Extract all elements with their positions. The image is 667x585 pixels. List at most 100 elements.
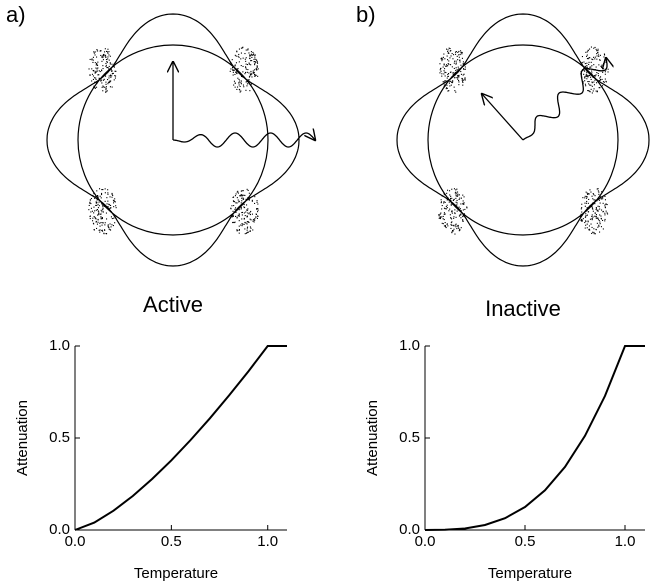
stipple (240, 80, 242, 82)
stipple (236, 217, 238, 219)
stipple (600, 79, 602, 81)
stipple (246, 80, 248, 82)
stipple (104, 48, 106, 50)
stipple (251, 76, 253, 78)
stipple (602, 85, 604, 87)
stipple (586, 54, 588, 56)
stipple (250, 51, 252, 53)
y-tick-label: 0.0 (49, 521, 70, 538)
stipple (584, 195, 586, 197)
stipple (245, 66, 247, 68)
stipple (254, 55, 256, 57)
stipple (601, 67, 603, 69)
stipple (598, 198, 600, 200)
stipple (95, 78, 97, 80)
stipple (597, 73, 599, 75)
stipple (100, 216, 102, 218)
stipple (586, 76, 588, 78)
stipple (584, 227, 586, 229)
stipple (595, 200, 597, 202)
stipple (458, 215, 460, 217)
stipple (593, 64, 595, 66)
stipple (113, 79, 115, 81)
stipple (107, 192, 109, 194)
stipple (91, 73, 93, 75)
stipple (105, 64, 107, 66)
stipple (443, 192, 445, 194)
stipple (460, 217, 462, 219)
stipple (589, 91, 591, 93)
stipple (440, 70, 442, 72)
stipple (451, 81, 453, 83)
stipple (464, 68, 466, 70)
stipple (594, 195, 596, 197)
stipple (596, 222, 598, 224)
stipple (104, 229, 106, 231)
stipple (458, 194, 460, 196)
stipple (235, 215, 237, 217)
stipple (466, 207, 468, 209)
stipple (248, 72, 250, 74)
stipple (115, 215, 117, 217)
stipple (601, 78, 603, 80)
stipple (235, 62, 237, 64)
stipple (584, 63, 586, 65)
stipple (255, 216, 257, 218)
stipple (438, 214, 440, 216)
stipple (238, 84, 240, 86)
stipple (595, 208, 597, 210)
stipple (454, 77, 456, 79)
stipple (450, 64, 452, 66)
stipple (94, 62, 96, 64)
stipple (246, 71, 248, 73)
stipple (256, 65, 258, 67)
stipple (247, 231, 249, 233)
stipple (455, 192, 457, 194)
stipple (594, 199, 596, 201)
stipple (252, 219, 254, 221)
stipple (446, 64, 448, 66)
stipple (247, 49, 249, 51)
stipple (444, 58, 446, 60)
stipple (459, 59, 461, 61)
stipple (235, 71, 237, 73)
stipple (455, 194, 457, 196)
stipple (249, 214, 251, 216)
stipple (102, 189, 104, 191)
stipple (238, 56, 240, 58)
stipple (450, 55, 452, 57)
stipple (246, 81, 248, 83)
stipple (586, 66, 588, 68)
stipple (596, 53, 598, 55)
stipple (453, 73, 455, 75)
stipple (253, 61, 255, 63)
lobed-shape (46, 13, 300, 267)
stipple (93, 85, 95, 87)
stipple (235, 211, 237, 213)
stipple (250, 210, 252, 212)
stipple (256, 208, 258, 210)
stipple (466, 206, 468, 208)
stipple (98, 74, 100, 76)
stipple (90, 207, 92, 209)
stipple (602, 228, 604, 230)
stipple (240, 202, 242, 204)
stipple (599, 231, 601, 233)
x-tick-label: 0.5 (515, 533, 536, 550)
stipple (111, 86, 113, 88)
stipple (591, 82, 593, 84)
stipple (584, 80, 586, 82)
stipple (444, 80, 446, 82)
stipple (90, 211, 92, 213)
stipple (586, 197, 588, 199)
stipple (240, 82, 242, 84)
stipple (588, 193, 590, 195)
stipple (586, 192, 588, 194)
stipple (587, 81, 589, 83)
stipple (231, 214, 233, 216)
stipple (94, 81, 96, 83)
stipple (94, 210, 96, 212)
stipple (108, 77, 110, 79)
stipple (458, 84, 460, 86)
stipple (245, 63, 247, 65)
